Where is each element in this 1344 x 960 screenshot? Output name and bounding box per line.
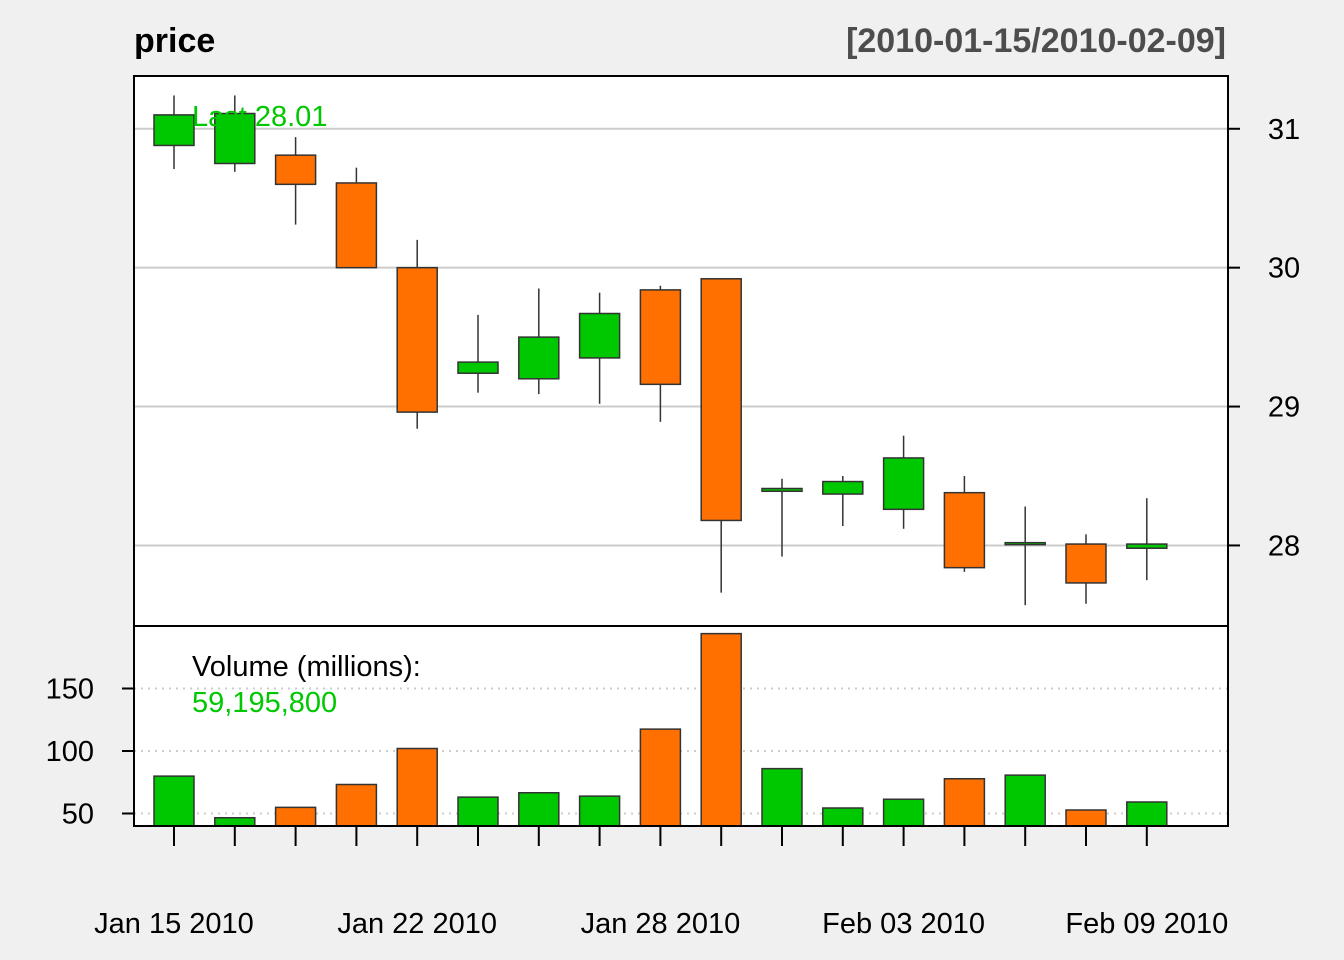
volume-bar: [822, 807, 864, 827]
price-tick-label: 29: [1268, 392, 1300, 424]
volume-bar: [1004, 774, 1046, 827]
candle-body: [518, 336, 560, 380]
volume-axis: 50 100 150: [46, 674, 134, 831]
candlesticks: [153, 95, 1168, 606]
price-tick-label: 31: [1268, 114, 1300, 146]
candle-body: [1004, 541, 1046, 546]
volume-bar: [153, 775, 195, 827]
volume-bar: [274, 806, 317, 827]
volume-label: Volume (millions):: [192, 651, 421, 683]
candle-body: [1065, 543, 1107, 584]
candle-body: [822, 480, 864, 495]
candle-body: [457, 361, 499, 374]
x-tick-label: Jan 22 2010: [337, 908, 497, 940]
price-axis: 28 29 30 31: [1228, 114, 1300, 562]
last-volume-value: 59,195,800: [192, 687, 337, 719]
candle-body: [335, 182, 378, 269]
volume-bar: [457, 796, 499, 827]
candle-body: [578, 312, 621, 359]
volume-bar: [335, 783, 378, 827]
candle-body: [396, 266, 438, 413]
volume-bar: [639, 728, 682, 827]
x-tick-label: Feb 09 2010: [1065, 908, 1228, 940]
volume-tick-label: 50: [62, 799, 94, 831]
candle-body: [943, 491, 986, 569]
x-axis: Jan 15 2010 Jan 22 2010 Jan 28 2010 Feb 03 …: [94, 826, 1228, 940]
x-tick-label: Feb 03 2010: [822, 908, 985, 940]
candle-body: [214, 112, 256, 165]
volume-bar: [1126, 801, 1168, 827]
volume-bar: [943, 778, 986, 827]
date-range: [2010-01-15/2010-02-09]: [846, 22, 1226, 60]
volume-bars: [153, 632, 1168, 827]
candle-body: [761, 487, 803, 493]
candle-body: [274, 154, 317, 186]
candle-body: [882, 457, 925, 511]
volume-bar: [578, 795, 621, 827]
volume-tick-label: 150: [46, 674, 94, 706]
plot-background: [134, 76, 1228, 826]
volume-bar: [396, 747, 438, 827]
candle-body: [1126, 543, 1168, 549]
volume-bar: [518, 792, 560, 827]
volume-bar: [882, 798, 925, 827]
volume-bar: [1065, 809, 1107, 827]
price-tick-label: 28: [1268, 530, 1300, 562]
price-gridlines: [134, 127, 1228, 547]
chart-title: price: [134, 22, 215, 60]
price-tick-label: 30: [1268, 253, 1300, 285]
volume-tick-label: 100: [46, 736, 94, 768]
plot-frame: [133, 75, 1229, 827]
last-price-label: Last 28.01: [192, 101, 327, 133]
x-tick-label: Jan 15 2010: [94, 908, 254, 940]
x-tick-label: Jan 28 2010: [581, 908, 741, 940]
volume-bar: [761, 767, 803, 827]
volume-bar: [700, 632, 742, 827]
candle-body: [639, 289, 682, 386]
candle-body: [153, 114, 195, 147]
volume-bar: [214, 817, 256, 827]
candle-body: [700, 278, 742, 522]
